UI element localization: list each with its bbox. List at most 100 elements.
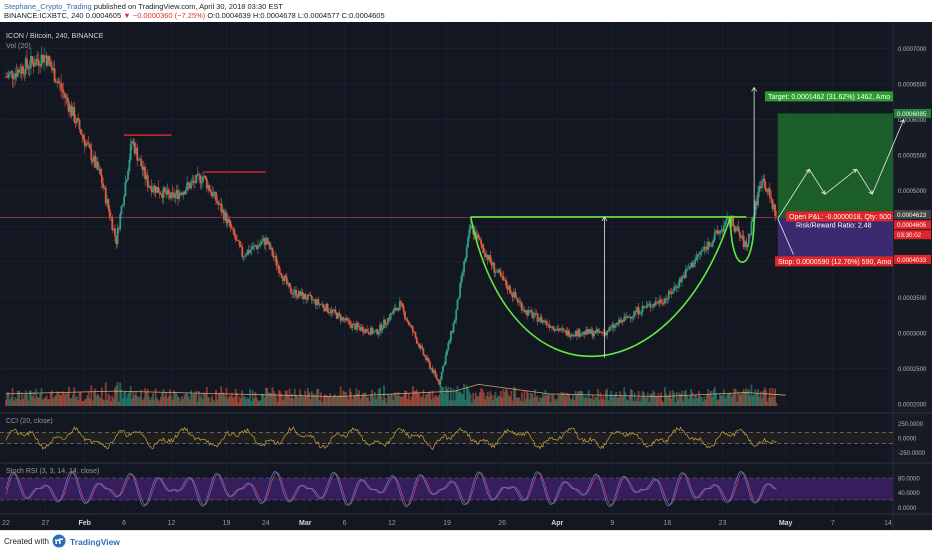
volume-bar xyxy=(548,393,551,406)
volume-bar xyxy=(368,401,371,406)
candle-body xyxy=(766,191,769,193)
entry-price-tag-bg xyxy=(894,209,931,219)
volume-bar xyxy=(142,398,145,406)
candle-body xyxy=(167,189,170,195)
volume-bar xyxy=(623,387,626,406)
volume-bar xyxy=(774,388,777,406)
candle-body xyxy=(510,293,513,295)
volume-bar xyxy=(346,396,349,406)
candle-body xyxy=(320,303,322,305)
volume-bar xyxy=(24,390,27,406)
x-tick-label: Mar xyxy=(299,520,312,527)
volume-bar xyxy=(70,398,73,406)
candle-body xyxy=(191,180,194,183)
author-link[interactable]: Stephane_Crypto_Trading xyxy=(4,2,92,11)
volume-bar xyxy=(681,390,683,406)
stoch-tick-label: 0.0000 xyxy=(898,506,917,512)
projection-arrowhead xyxy=(805,168,810,174)
candle-body xyxy=(120,206,123,214)
candle-body xyxy=(594,330,597,334)
candle-body xyxy=(166,189,169,195)
volume-bar xyxy=(482,392,485,406)
candle-body xyxy=(576,330,578,337)
x-tick-label: Apr xyxy=(551,520,563,527)
volume-bar xyxy=(228,396,231,406)
volume-bar xyxy=(705,394,708,406)
volume-bar xyxy=(657,393,660,406)
volume-bar xyxy=(175,393,178,406)
candle-body xyxy=(99,169,102,175)
candle-body xyxy=(345,317,347,321)
candle-body xyxy=(85,143,87,147)
candle-body xyxy=(548,324,551,328)
candle-body xyxy=(405,318,408,321)
volume-bar xyxy=(732,393,735,406)
volume-bar xyxy=(69,398,72,406)
tradingview-brand[interactable]: TradingView xyxy=(70,537,120,547)
candle-body xyxy=(591,330,594,337)
volume-bar xyxy=(312,394,315,406)
y-tick-label: 0.0002000 xyxy=(898,403,927,409)
candle-body xyxy=(115,235,118,244)
candle-body xyxy=(310,296,313,301)
last-price-tag-bg xyxy=(894,220,931,230)
x-tick-label: Feb xyxy=(79,520,91,527)
candle-body xyxy=(635,311,637,313)
candle-body xyxy=(740,236,742,238)
candle-body xyxy=(427,358,430,362)
candle-body xyxy=(257,244,259,249)
candle-body xyxy=(337,312,339,319)
volume-bar xyxy=(289,398,292,406)
candle-body xyxy=(551,326,553,328)
candle-body xyxy=(402,306,405,312)
volume-bar xyxy=(387,394,389,406)
volume-bar xyxy=(283,396,286,406)
candle-body xyxy=(12,78,15,80)
volume-bar xyxy=(581,391,584,406)
volume-bar xyxy=(750,384,753,406)
volume-bar xyxy=(45,395,48,406)
candle-body xyxy=(715,230,717,233)
volume-bar xyxy=(600,398,603,406)
volume-bar xyxy=(125,397,128,406)
volume-bar xyxy=(621,396,624,406)
candle-body xyxy=(261,241,263,244)
volume-bar xyxy=(768,388,771,406)
candle-body xyxy=(397,308,400,311)
candle-body xyxy=(237,240,240,242)
volume-bar xyxy=(220,386,223,406)
candle-body xyxy=(87,143,90,145)
candle-body xyxy=(112,228,115,231)
candle-body xyxy=(456,299,459,310)
last-price-tag: 0.0004605 xyxy=(897,222,927,229)
candle-body xyxy=(117,228,120,230)
volume-bar xyxy=(110,401,112,406)
volume-bar xyxy=(5,400,7,406)
volume-bar xyxy=(673,392,675,406)
volume-bar xyxy=(675,392,678,406)
volume-bar xyxy=(507,395,510,406)
volume-bar xyxy=(205,387,208,406)
volume-bar xyxy=(513,386,515,406)
candle-body xyxy=(646,304,649,306)
x-tick-label: 6 xyxy=(343,520,347,527)
candle-body xyxy=(64,93,66,98)
candle-body xyxy=(242,256,245,257)
candle-body xyxy=(518,301,521,303)
x-tick-label: 12 xyxy=(167,520,175,527)
volume-bar xyxy=(320,392,322,406)
candle-body xyxy=(679,279,682,283)
candle-body xyxy=(278,265,280,273)
candle-body xyxy=(334,309,337,313)
candle-body xyxy=(645,305,648,308)
stoch-tick-label: 40.0000 xyxy=(898,491,920,497)
chart-canvas[interactable]: 22 27 Feb 6 12 19 24 Mar 6 12 19 26 Apr 9 16 23 May 7 14 0.… xyxy=(0,22,932,530)
volume-bar xyxy=(670,398,673,406)
volume-bar xyxy=(457,392,460,406)
volume-bar xyxy=(452,388,455,406)
volume-bar xyxy=(240,398,242,406)
stoch-k-line xyxy=(5,470,777,508)
candle-body xyxy=(100,174,103,184)
open-pl-label-box xyxy=(786,211,893,222)
candle-body xyxy=(684,269,687,278)
